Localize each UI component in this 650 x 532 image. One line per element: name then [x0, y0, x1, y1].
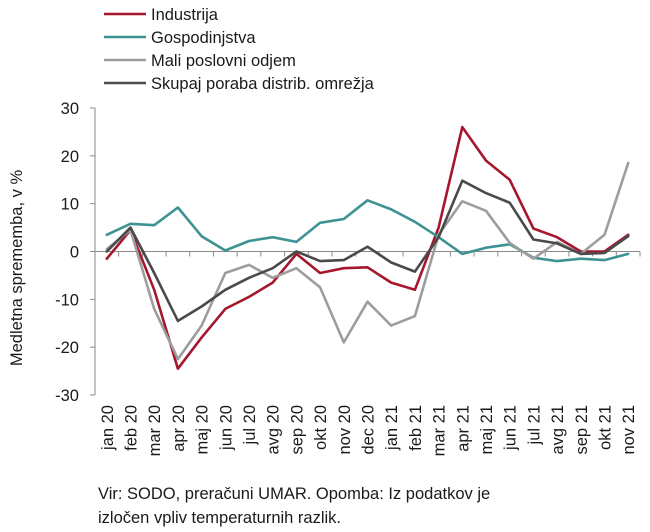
x-tick-label: avg 21 [549, 405, 567, 455]
x-tick-label: okt 20 [312, 405, 330, 450]
x-tick-label: maj 20 [194, 405, 212, 455]
y-tick-label: -20 [55, 339, 79, 357]
x-tick-label: feb 21 [407, 405, 425, 451]
x-tick-label: jan 20 [99, 405, 117, 451]
legend: Industrija Gospodinjstva Mali poslovni odj… [104, 6, 375, 93]
x-tick-label: jun 21 [502, 405, 520, 451]
legend-label-2: Gospodinjstva [151, 29, 256, 47]
x-tick-label: apr 20 [170, 405, 188, 452]
series-line-3 [105, 161, 630, 361]
legend-label-1: Industrija [151, 6, 219, 24]
x-tick-label: dec 20 [360, 405, 378, 455]
x-tick-label: mar 20 [146, 405, 164, 456]
x-tick-label: jul 20 [241, 405, 259, 445]
x-tick-label: feb 20 [123, 405, 141, 451]
x-tick-label: okt 21 [596, 405, 614, 450]
y-tick-label: 20 [61, 148, 79, 166]
source-note-line-2: izločen vpliv temperaturnih razlik. [98, 509, 342, 527]
y-tick-label: 10 [61, 196, 79, 214]
source-note-line-1: Vir: SODO, preračuni UMAR. Opomba: Iz po… [98, 485, 491, 503]
x-tick-label: sep 20 [288, 405, 306, 455]
y-tick-label: 30 [61, 100, 79, 118]
y-tick-label: -30 [55, 387, 79, 405]
y-tick-label: 0 [70, 244, 79, 262]
x-tick-label: maj 21 [478, 405, 496, 455]
x-tick-label: sep 21 [573, 405, 591, 455]
series-line-1 [105, 125, 630, 371]
x-tick-label: nov 20 [336, 405, 354, 455]
source-note: Vir: SODO, preračuni UMAR. Opomba: Iz po… [98, 482, 618, 530]
x-tick-label: apr 21 [454, 405, 472, 452]
x-tick-label: nov 21 [620, 405, 638, 455]
series-line-4 [105, 179, 630, 323]
series-layer [105, 125, 630, 371]
legend-label-4: Skupaj poraba distrib. omrežja [151, 75, 375, 93]
series-line-2 [105, 199, 630, 263]
y-tick-label: -10 [55, 291, 79, 309]
x-tick-label: avg 20 [265, 405, 283, 455]
x-tick-label: mar 21 [431, 405, 449, 456]
axes: -30 -20 -10 0 10 20 30 jan 20 feb 20 mar 20 apr 20… [55, 100, 641, 456]
legend-label-3: Mali poslovni odjem [151, 52, 296, 70]
line-chart: Industrija Gospodinjstva Mali poslovni odj… [8, 6, 641, 456]
y-axis-label: Medletna sprememba, v % [8, 170, 26, 367]
x-tick-label: jul 21 [525, 405, 543, 445]
x-tick-label: jan 21 [383, 405, 401, 451]
x-tick-label: jun 20 [217, 405, 235, 451]
